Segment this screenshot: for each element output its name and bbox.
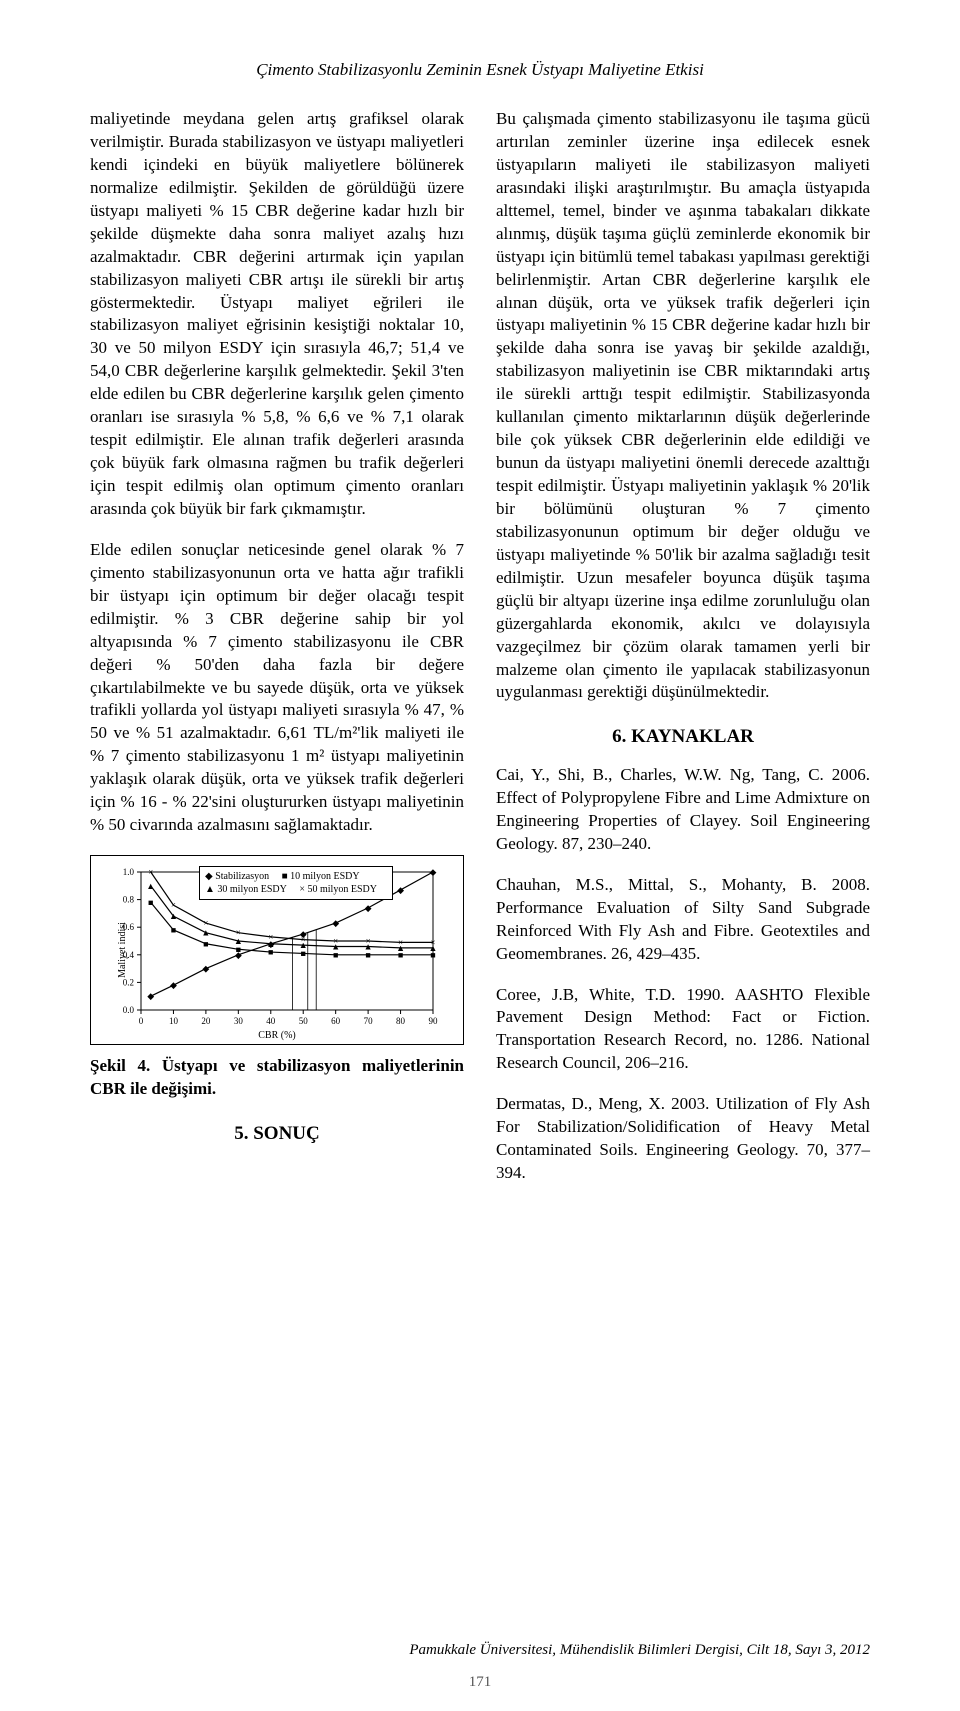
svg-text:×: ×: [398, 937, 403, 947]
journal-footer: Pamukkale Üniversitesi, Mühendislik Bili…: [90, 1642, 870, 1659]
svg-text:0: 0: [139, 1016, 144, 1026]
ref-1: Chauhan, M.S., Mittal, S., Mohanty, B. 2…: [496, 874, 870, 966]
svg-text:◆: ◆: [332, 918, 339, 928]
page-number: 171: [0, 1674, 960, 1691]
figure-4-frame: Maliyet indisi CBR (%) ◆ Stabilizasyon ■…: [90, 855, 464, 1045]
svg-text:■: ■: [148, 897, 153, 907]
svg-text:40: 40: [266, 1016, 276, 1026]
figure-4-caption: Şekil 4. Üstyapı ve stabilizasyon maliye…: [90, 1055, 464, 1101]
svg-text:■: ■: [203, 939, 208, 949]
figure-4-legend: ◆ Stabilizasyon ■ 10 milyon ESDY ▲ 30 mi…: [199, 866, 393, 900]
legend-item-2: ▲ 30 milyon ESDY: [205, 883, 287, 896]
svg-text:◆: ◆: [170, 980, 177, 990]
para-left-1: maliyetinde meydana gelen artış grafikse…: [90, 108, 464, 521]
svg-text:0.0: 0.0: [123, 1005, 135, 1015]
svg-text:30: 30: [234, 1016, 244, 1026]
svg-text:50: 50: [299, 1016, 309, 1026]
svg-text:1.0: 1.0: [123, 867, 135, 877]
svg-text:▲: ▲: [146, 881, 155, 891]
svg-text:×: ×: [268, 932, 273, 942]
running-title: Çimento Stabilizasyonlu Zeminin Esnek Üs…: [90, 60, 870, 80]
svg-text:×: ×: [366, 936, 371, 946]
ref-3: Dermatas, D., Meng, X. 2003. Utilization…: [496, 1093, 870, 1185]
svg-text:0.8: 0.8: [123, 895, 135, 905]
para-left-2: Elde edilen sonuçlar neticesinde genel o…: [90, 539, 464, 837]
ref-0: Cai, Y., Shi, B., Charles, W.W. Ng, Tang…: [496, 764, 870, 856]
svg-text:×: ×: [430, 937, 435, 947]
svg-text:90: 90: [429, 1016, 439, 1026]
svg-text:×: ×: [333, 936, 338, 946]
figure-4: Maliyet indisi CBR (%) ◆ Stabilizasyon ■…: [90, 855, 464, 1101]
legend-item-0: ◆ Stabilizasyon: [205, 870, 269, 883]
svg-text:▲: ▲: [169, 911, 178, 921]
legend-item-3: × 50 milyon ESDY: [299, 883, 377, 896]
body-columns: maliyetinde meydana gelen artış grafikse…: [90, 108, 870, 1185]
legend-item-1: ■ 10 milyon ESDY: [282, 870, 360, 883]
svg-text:◆: ◆: [430, 867, 437, 877]
svg-text:◆: ◆: [365, 903, 372, 913]
heading-sonuc: 5. SONUÇ: [90, 1121, 464, 1147]
svg-text:×: ×: [148, 867, 153, 877]
svg-text:■: ■: [171, 925, 176, 935]
svg-text:◆: ◆: [397, 885, 404, 895]
svg-text:▲: ▲: [201, 928, 210, 938]
svg-text:×: ×: [203, 918, 208, 928]
svg-text:×: ×: [171, 900, 176, 910]
svg-text:◆: ◆: [147, 991, 154, 1001]
figure-4-ylabel: Maliyet indisi: [116, 922, 130, 978]
ref-2: Coree, J.B, White, T.D. 1990. AASHTO Fle…: [496, 984, 870, 1076]
svg-text:×: ×: [236, 928, 241, 938]
svg-text:20: 20: [201, 1016, 211, 1026]
svg-text:80: 80: [396, 1016, 406, 1026]
svg-text:×: ×: [301, 935, 306, 945]
page: Çimento Stabilizasyonlu Zeminin Esnek Üs…: [0, 0, 960, 1711]
svg-text:0.2: 0.2: [123, 977, 134, 987]
figure-4-xlabel: CBR (%): [258, 1029, 296, 1043]
svg-text:70: 70: [364, 1016, 374, 1026]
svg-text:10: 10: [169, 1016, 179, 1026]
svg-text:60: 60: [331, 1016, 341, 1026]
para-sonuc: Bu çalışmada çimento stabilizasyonu ile …: [496, 108, 870, 704]
svg-text:◆: ◆: [202, 964, 209, 974]
heading-kaynaklar: 6. KAYNAKLAR: [496, 724, 870, 750]
